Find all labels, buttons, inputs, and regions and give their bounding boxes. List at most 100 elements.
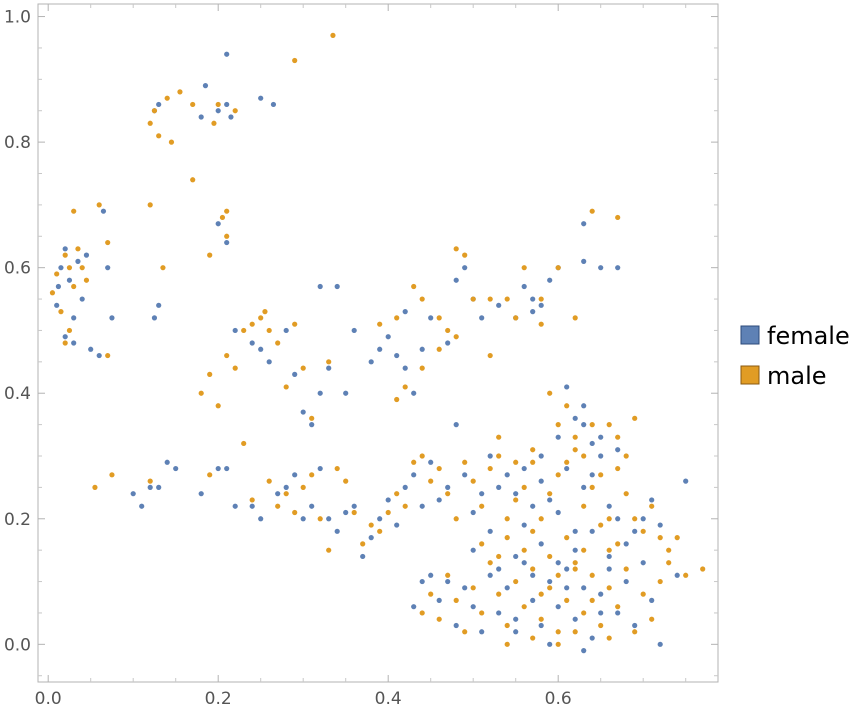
data-point-male <box>453 334 459 340</box>
data-point-female <box>88 346 94 352</box>
data-point-female <box>147 484 153 490</box>
data-point-male <box>283 491 289 497</box>
data-point-female <box>385 497 391 503</box>
data-point-male <box>377 528 383 534</box>
data-point-female <box>343 509 349 516</box>
data-point-female <box>598 610 604 616</box>
data-point-male <box>589 484 595 490</box>
data-point-female <box>71 315 77 321</box>
data-point-male <box>249 497 255 503</box>
data-point-female <box>309 503 315 509</box>
data-point-female <box>360 553 366 560</box>
data-point-male <box>275 503 281 509</box>
data-point-female <box>300 409 306 415</box>
data-point-female <box>317 283 323 290</box>
data-point-male <box>462 629 468 635</box>
data-point-female <box>411 390 417 396</box>
plot-frame <box>37 3 719 683</box>
data-point-female <box>419 503 425 509</box>
data-point-female <box>581 221 587 227</box>
data-point-male <box>657 535 663 541</box>
data-point-female <box>606 566 612 572</box>
data-point-male <box>521 484 527 490</box>
data-point-female <box>623 578 629 585</box>
y-tick-label: 0.0 <box>4 635 31 655</box>
data-point-male <box>71 208 77 214</box>
data-point-female <box>504 585 510 591</box>
data-point-male <box>326 547 332 553</box>
data-point-female <box>487 572 493 578</box>
data-point-male <box>219 214 226 221</box>
data-point-female <box>564 585 570 591</box>
y-tick-label: 1.0 <box>4 8 31 28</box>
data-point-female <box>402 484 408 490</box>
data-point-male <box>606 547 612 553</box>
data-point-male <box>623 453 629 459</box>
data-point-female <box>513 629 519 635</box>
data-point-female <box>411 604 417 610</box>
data-point-male <box>436 346 442 352</box>
data-point-female <box>385 334 391 340</box>
data-point-male <box>419 296 425 302</box>
data-point-male <box>496 553 502 560</box>
data-point-male <box>394 491 400 497</box>
data-point-male <box>581 503 587 509</box>
data-point-female <box>258 95 264 101</box>
data-point-male <box>470 478 476 484</box>
legend: female male <box>740 322 850 390</box>
data-point-male <box>598 622 604 629</box>
x-tick-label: 0.6 <box>545 689 572 709</box>
data-point-female <box>100 208 107 214</box>
data-point-female <box>589 528 595 534</box>
data-point-female <box>683 478 689 484</box>
data-point-male <box>572 434 578 440</box>
data-point-female <box>615 610 621 616</box>
data-point-female <box>538 541 544 547</box>
data-point-male <box>572 566 578 572</box>
data-point-male <box>151 108 158 114</box>
data-point-male <box>547 491 553 497</box>
data-point-male <box>436 616 442 622</box>
data-point-male <box>674 535 680 541</box>
x-tick-label: 0.2 <box>205 689 232 709</box>
data-point-male <box>547 553 553 560</box>
data-point-female <box>581 585 587 591</box>
data-point-male <box>411 283 417 290</box>
data-point-female <box>470 509 476 516</box>
data-point-female <box>130 491 136 497</box>
data-point-male <box>360 541 366 547</box>
data-point-female <box>428 572 434 578</box>
data-point-male <box>598 522 604 528</box>
data-point-male <box>615 541 621 547</box>
data-point-female <box>538 302 544 308</box>
data-point-female <box>581 403 587 409</box>
data-point-female <box>79 296 85 302</box>
data-point-female <box>649 597 655 603</box>
data-point-female <box>504 472 510 478</box>
data-point-female <box>343 390 349 396</box>
data-point-male <box>513 578 519 585</box>
data-point-female <box>402 309 408 315</box>
data-point-female <box>445 340 451 346</box>
data-point-male <box>547 390 553 396</box>
data-point-male <box>564 403 570 409</box>
data-point-female <box>547 641 553 647</box>
data-point-female <box>249 503 255 509</box>
data-point-female <box>377 516 383 522</box>
data-point-female <box>215 465 221 472</box>
legend-swatch-female <box>740 325 760 345</box>
data-point-female <box>530 572 536 578</box>
data-point-female <box>530 597 536 603</box>
data-point-female <box>530 309 536 315</box>
data-point-male <box>92 484 98 490</box>
y-tick-label: 0.6 <box>4 259 31 279</box>
data-point-female <box>411 472 417 478</box>
data-point-female <box>275 491 281 497</box>
data-point-female <box>215 221 221 227</box>
data-point-female <box>156 484 162 490</box>
data-point-female <box>479 491 485 497</box>
data-point-male <box>555 422 561 428</box>
data-point-female <box>368 359 374 365</box>
data-point-male <box>487 296 493 302</box>
data-point-female <box>394 522 400 528</box>
